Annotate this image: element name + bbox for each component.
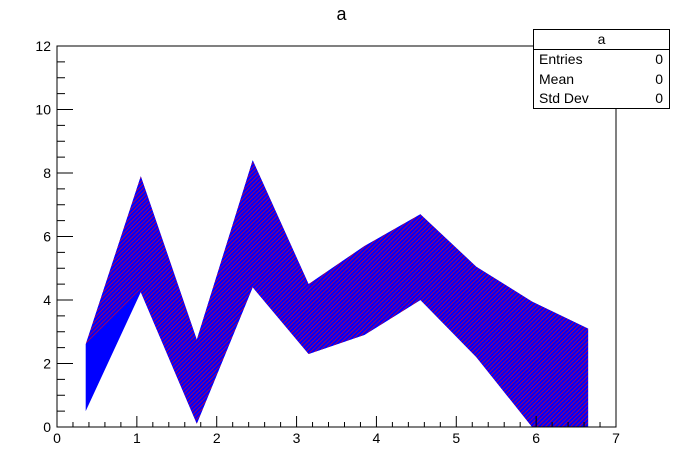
x-tick-label: 7	[612, 430, 620, 446]
chart-title: a	[336, 4, 347, 24]
y-tick-label: 6	[43, 229, 51, 245]
x-tick-label: 0	[53, 430, 61, 446]
x-tick-label: 5	[452, 430, 460, 446]
stats-label: Mean	[539, 70, 575, 87]
y-tick-label: 0	[43, 419, 51, 435]
x-tick-label: 6	[532, 430, 540, 446]
y-tick-label: 12	[35, 38, 51, 54]
x-tick-label: 4	[373, 430, 381, 446]
y-tick-label: 10	[35, 102, 51, 118]
x-tick-label: 3	[293, 430, 301, 446]
stats-box: a Entries 0 Mean 0 Std Dev 0	[533, 29, 670, 109]
stats-label: Entries	[539, 51, 583, 67]
y-tick-label: 4	[43, 292, 51, 308]
stats-value: 0	[655, 51, 663, 67]
y-tick-label: 2	[43, 356, 51, 372]
series-band-hatch	[85, 160, 589, 428]
stats-label: Std Dev	[539, 90, 589, 106]
x-tick-label: 2	[213, 430, 221, 446]
stats-value: 0	[655, 90, 663, 106]
x-tick-label: 1	[133, 430, 141, 446]
stats-row-std-dev: Std Dev 0	[534, 89, 669, 109]
stats-row-entries: Entries 0	[534, 50, 669, 70]
y-tick-label: 8	[43, 165, 51, 181]
stats-value: 0	[655, 70, 663, 87]
stats-title: a	[534, 30, 669, 50]
stats-row-mean: Mean 0	[534, 70, 669, 90]
